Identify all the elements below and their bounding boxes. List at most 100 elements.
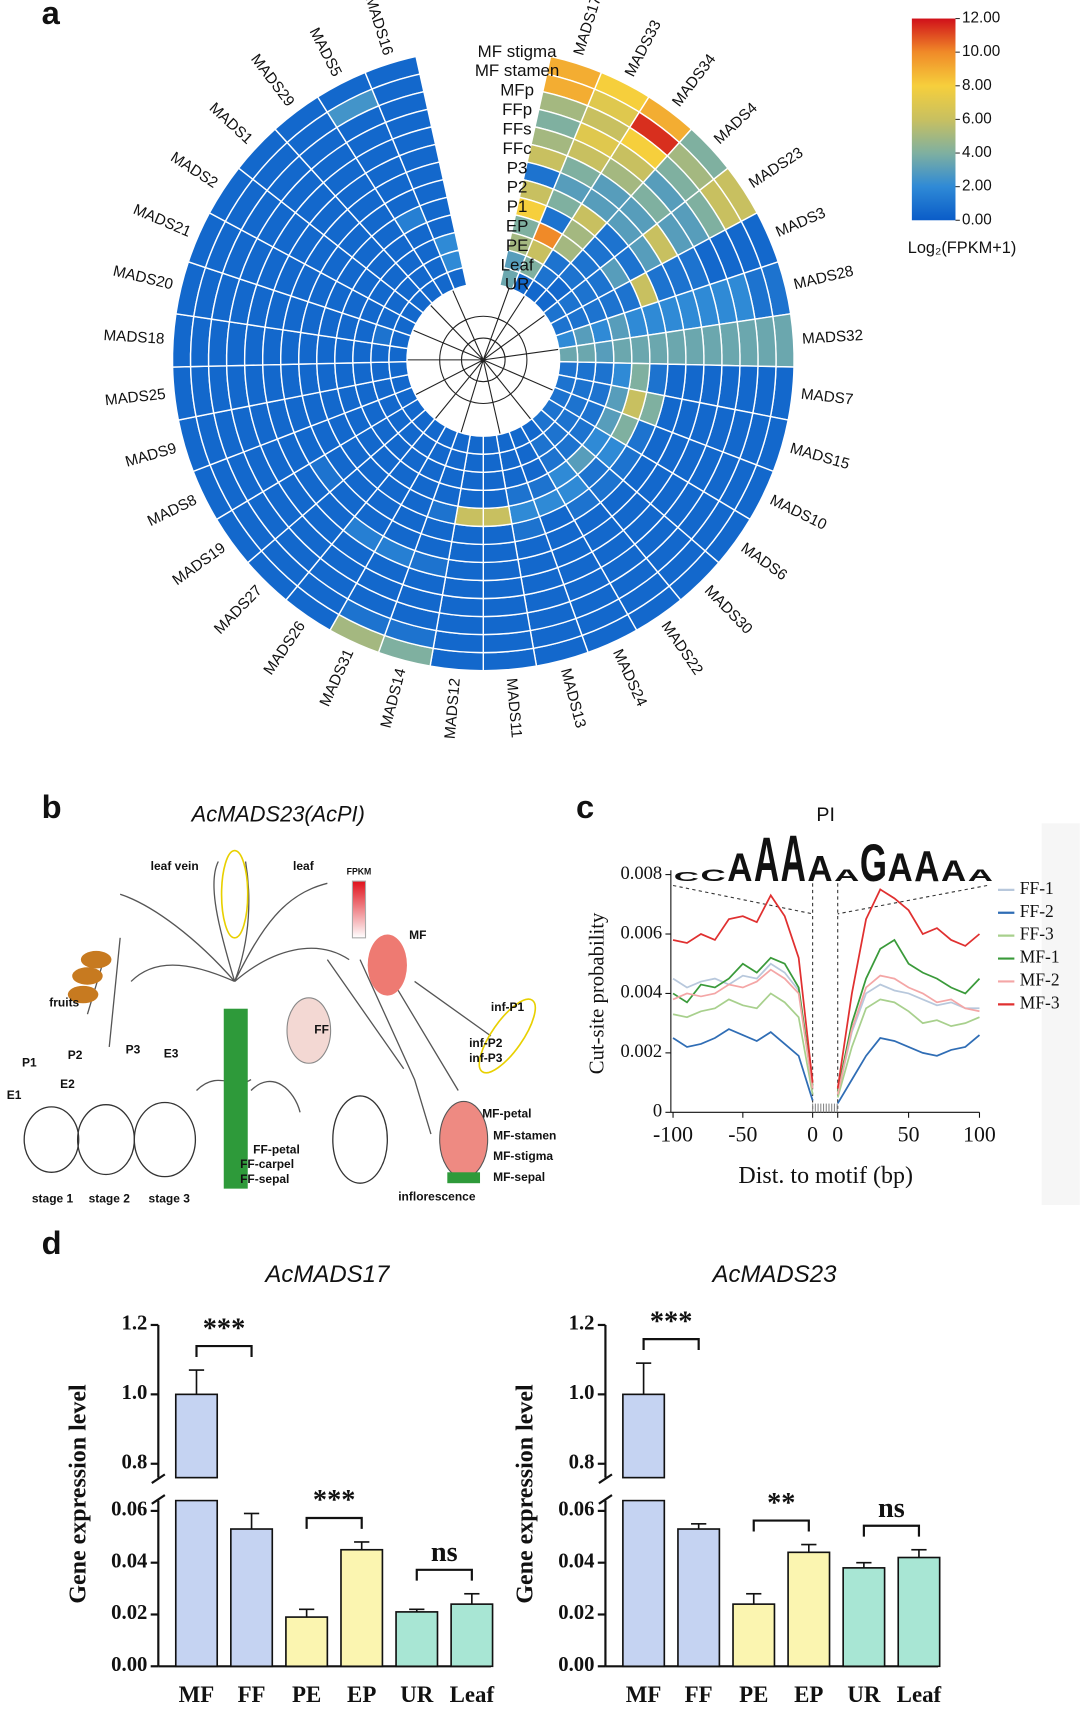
heat-cell bbox=[352, 339, 373, 364]
label: fruits bbox=[49, 995, 79, 1009]
chart-title: AcMADS17 bbox=[263, 1261, 391, 1288]
axis-break bbox=[598, 1473, 613, 1484]
x-axis-label: Dist. to motif (bp) bbox=[738, 1163, 913, 1189]
label: E1 bbox=[7, 1088, 22, 1102]
gene-label: MADS2 bbox=[167, 149, 220, 192]
gene-label: MADS19 bbox=[169, 540, 228, 589]
heat-cell bbox=[334, 362, 357, 390]
gene-label: MADS8 bbox=[145, 492, 200, 530]
series-line bbox=[672, 1028, 981, 1104]
gene-label: MADS24 bbox=[609, 647, 650, 710]
ring-label: P2 bbox=[507, 178, 528, 197]
gene-label: MADS16 bbox=[362, 0, 396, 57]
significance-bracket bbox=[415, 1568, 473, 1581]
logo-letter: A bbox=[834, 866, 859, 885]
significance-label: ** bbox=[767, 1488, 795, 1519]
heat-cell bbox=[298, 331, 320, 365]
label: P2 bbox=[68, 1048, 83, 1062]
heat-cell bbox=[482, 434, 501, 455]
y-axis-label: Gene expression level bbox=[512, 1384, 538, 1604]
heat-cell bbox=[610, 362, 633, 390]
y-tick-label: 0 bbox=[653, 1101, 662, 1122]
gene-label: MADS3 bbox=[773, 204, 828, 240]
panel-label: a bbox=[42, 0, 61, 31]
heat-cell bbox=[647, 331, 669, 365]
x-tick-label: EP bbox=[794, 1682, 823, 1707]
bar bbox=[897, 1556, 941, 1668]
x-tick-label: EP bbox=[347, 1682, 376, 1707]
logo-letter: G bbox=[860, 833, 887, 893]
x-tick-label: MF bbox=[626, 1682, 662, 1707]
panel-label: d bbox=[42, 1224, 62, 1261]
logo-letter: A bbox=[727, 845, 752, 890]
y-tick-label: 0.8 bbox=[569, 1452, 595, 1474]
break-gap bbox=[173, 1478, 220, 1500]
logo-letter: A bbox=[914, 844, 939, 891]
significance-bracket bbox=[195, 1344, 253, 1357]
heat-cell bbox=[482, 505, 513, 528]
legend-label: MF-3 bbox=[1020, 992, 1060, 1012]
gene-label: MADS23 bbox=[746, 144, 806, 192]
gene-label: MADS22 bbox=[658, 618, 707, 678]
ring-label: UR bbox=[505, 275, 529, 294]
heat-cell bbox=[262, 326, 284, 366]
colorbar-tick-label: 6.00 bbox=[962, 110, 992, 127]
significance-label: ns bbox=[878, 1493, 905, 1524]
heat-cell bbox=[557, 345, 579, 363]
x-tick-label: MF bbox=[179, 1682, 215, 1707]
legend-label: FF-1 bbox=[1020, 878, 1054, 898]
series-line bbox=[672, 968, 980, 1095]
y-axis-label: Gene expression level bbox=[65, 1384, 91, 1604]
ring-label: P3 bbox=[507, 158, 528, 177]
ring-label: P1 bbox=[507, 197, 528, 216]
label: MF-petal bbox=[482, 1107, 531, 1121]
gene-label: MADS21 bbox=[131, 201, 194, 241]
label: MF-stigma bbox=[493, 1149, 553, 1163]
bar bbox=[174, 1393, 219, 1479]
bar bbox=[395, 1611, 439, 1668]
y-tick-label: 0.00 bbox=[558, 1654, 594, 1676]
gene-label: MADS25 bbox=[104, 386, 167, 410]
bar bbox=[285, 1616, 329, 1668]
colorbar-tick-label: 12.00 bbox=[962, 10, 1000, 27]
logo-letter: A bbox=[888, 845, 913, 890]
significance-bracket bbox=[752, 1519, 810, 1532]
y-tick-label: 0.02 bbox=[558, 1602, 594, 1624]
x-tick-label: 0 bbox=[832, 1122, 843, 1146]
x-tick-label: FF bbox=[685, 1682, 713, 1707]
y-tick-label: 0.006 bbox=[620, 922, 662, 943]
legend-label: MF-2 bbox=[1020, 969, 1060, 989]
label: MF bbox=[409, 928, 426, 942]
label: stage 3 bbox=[149, 1192, 191, 1206]
heat-cell bbox=[482, 469, 507, 492]
significance-label: *** bbox=[203, 1313, 246, 1344]
gene-label: MADS31 bbox=[317, 647, 358, 710]
x-tick-label: PE bbox=[292, 1682, 321, 1707]
y-tick-label: 0.002 bbox=[620, 1041, 662, 1062]
panel-bg bbox=[1041, 823, 1080, 1206]
gene-label: MADS15 bbox=[788, 440, 851, 473]
gene-label: MADS32 bbox=[802, 327, 864, 348]
heat-cell bbox=[482, 487, 510, 510]
significance-bracket bbox=[642, 1338, 700, 1351]
gene-label: MADS11 bbox=[503, 677, 525, 738]
logo-letter: C bbox=[701, 866, 726, 885]
gene-label: MADS4 bbox=[711, 99, 761, 148]
logo-letter: A bbox=[968, 866, 993, 885]
axis-break bbox=[598, 1494, 613, 1505]
x-tick-label: UR bbox=[400, 1682, 434, 1707]
label: MF-sepal bbox=[493, 1170, 545, 1184]
gene-label: MADS26 bbox=[260, 618, 309, 678]
gene-label: MADS18 bbox=[103, 327, 165, 348]
ring-label: Leaf bbox=[501, 255, 534, 274]
label: P3 bbox=[126, 1042, 141, 1056]
significance-label: *** bbox=[313, 1485, 356, 1516]
gene-label: MADS9 bbox=[123, 440, 178, 471]
gene-label: MADS14 bbox=[378, 666, 410, 730]
dendrogram bbox=[403, 277, 562, 442]
trunk bbox=[223, 1008, 248, 1189]
heat-cell bbox=[453, 505, 485, 528]
ring-label: MF stamen bbox=[475, 61, 559, 80]
colorbar-tick-label: 8.00 bbox=[962, 77, 992, 94]
heat-cell bbox=[629, 334, 651, 365]
